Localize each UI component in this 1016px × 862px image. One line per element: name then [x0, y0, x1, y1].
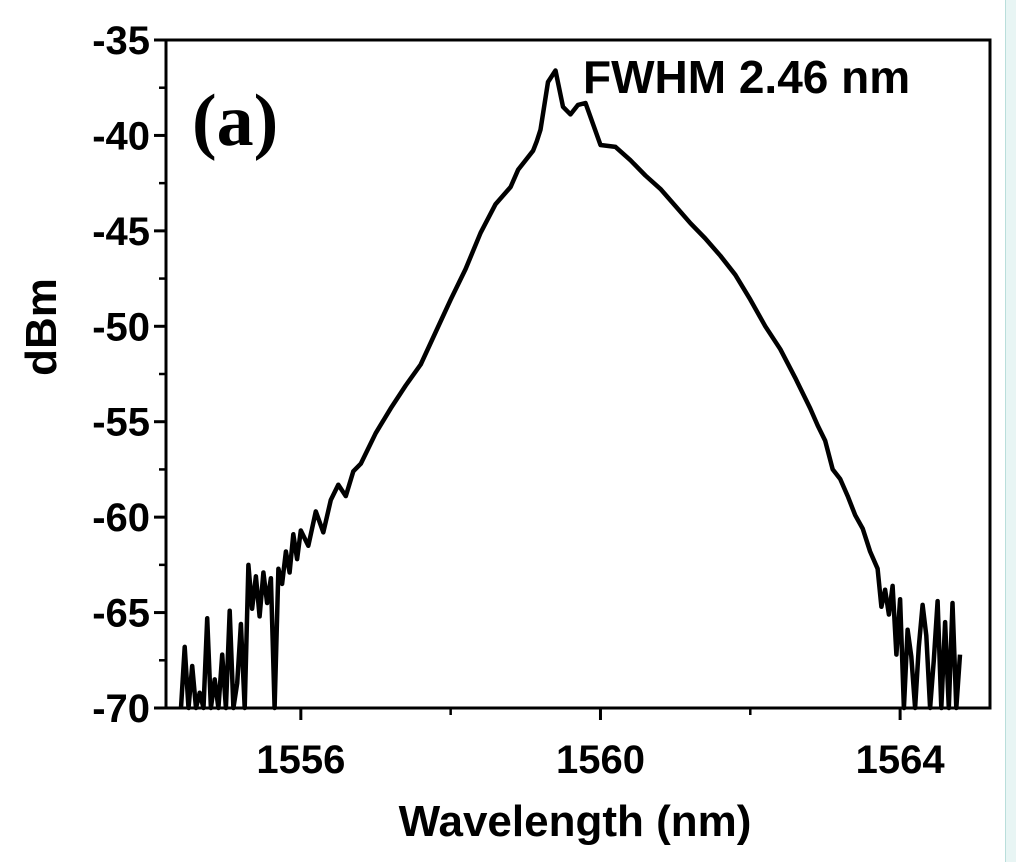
y-tick-label: -55 — [92, 401, 150, 445]
y-tick-label: -40 — [92, 114, 150, 158]
panel-label: (a) — [192, 80, 278, 162]
spectrum-line — [178, 68, 963, 711]
y-tick-label: -45 — [92, 210, 150, 254]
fwhm-annotation: FWHM 2.46 nm — [583, 51, 910, 103]
y-tick-label: -50 — [92, 305, 150, 349]
y-axis-ticks: -35 -40 -45 -50 -55 -60 -65 -70 — [92, 19, 166, 731]
x-axis-ticks: 1556 1560 1564 — [256, 708, 945, 782]
x-tick-label: 1556 — [256, 738, 345, 782]
y-tick-label: -60 — [92, 496, 150, 540]
plot-frame — [164, 38, 992, 710]
y-tick-label: -35 — [92, 19, 150, 63]
x-tick-label: 1560 — [556, 738, 645, 782]
y-tick-label: -65 — [92, 592, 150, 636]
window-edge-strip — [1005, 0, 1016, 862]
x-tick-label: 1564 — [856, 738, 946, 782]
series-layer — [178, 68, 963, 711]
x-axis-title: Wavelength (nm) — [399, 797, 752, 846]
y-tick-label: -70 — [92, 687, 150, 731]
y-axis-title: dBm — [17, 278, 66, 376]
